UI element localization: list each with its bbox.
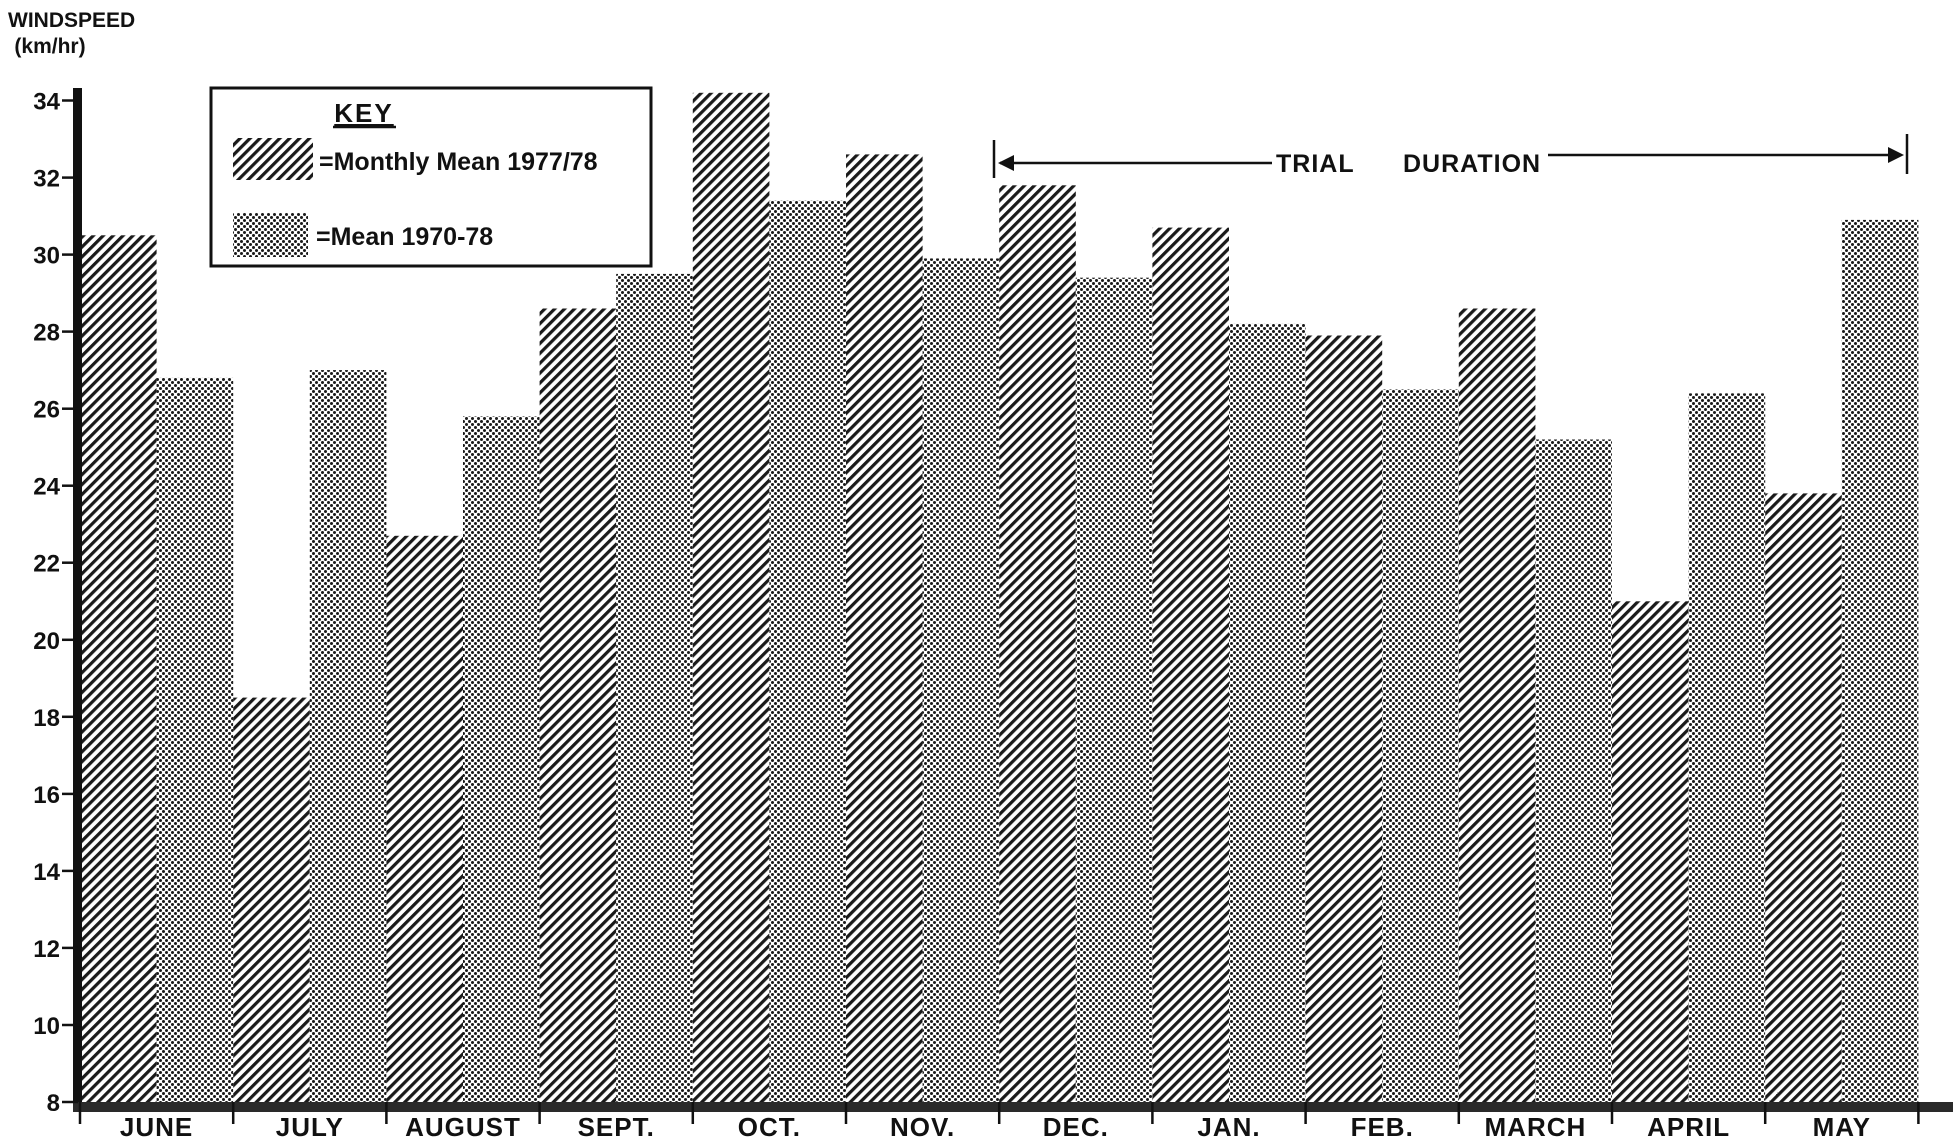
x-tick-label-3: SEPT. <box>578 1112 655 1142</box>
axes-group <box>73 88 1953 1124</box>
y-tick-label-12: 12 <box>33 936 60 963</box>
y-tick-label-26: 26 <box>33 397 60 424</box>
bar-mean-1970-78-7 <box>1229 323 1306 1102</box>
legend-title: KEY <box>334 98 393 128</box>
y-tick-label-18: 18 <box>33 705 60 732</box>
y-tick-label-22: 22 <box>33 551 60 578</box>
y-axis-line <box>73 88 82 1108</box>
bar-mean-1970-78-10 <box>1688 393 1766 1102</box>
x-tick-label-0: JUNE <box>120 1112 193 1142</box>
bar-monthly-mean-3 <box>539 308 617 1102</box>
bar-monthly-mean-7 <box>1152 227 1229 1103</box>
x-tick-label-2: AUGUST <box>405 1112 521 1142</box>
x-tick-label-4: OCT. <box>738 1112 801 1142</box>
bar-mean-1970-78-4 <box>769 200 846 1102</box>
bar-monthly-mean-9 <box>1458 308 1536 1102</box>
y-tick-label-28: 28 <box>33 320 60 347</box>
y-tick-label-30: 30 <box>33 243 60 270</box>
bar-mean-1970-78-6 <box>1075 277 1153 1102</box>
bar-mean-1970-78-11 <box>1841 219 1919 1102</box>
legend-swatch-monthly <box>233 138 313 180</box>
x-tick-label-10: APRIL <box>1647 1112 1730 1142</box>
trial-arrow-right-head <box>1888 147 1904 163</box>
bar-monthly-mean-5 <box>846 154 923 1102</box>
bar-mean-1970-78-3 <box>616 273 693 1102</box>
bar-monthly-mean-10 <box>1612 601 1689 1102</box>
y-tick-label-24: 24 <box>33 474 60 501</box>
y-tick-label-14: 14 <box>33 859 60 886</box>
legend-label-monthly: =Monthly Mean 1977/78 <box>319 148 598 176</box>
bar-monthly-mean-2 <box>386 535 463 1102</box>
y-axis-label-line2: (km/hr) <box>14 35 85 58</box>
x-tick-label-1: JULY <box>276 1112 344 1142</box>
y-ticks-group: 8 10 12 14 16 18 20 22 24 26 28 30 32 34 <box>33 89 78 1117</box>
y-tick-label-20: 20 <box>33 628 60 655</box>
y-tick-label-8: 8 <box>47 1090 60 1117</box>
bar-mean-1970-78-1 <box>309 370 387 1103</box>
bar-monthly-mean-8 <box>1305 335 1383 1102</box>
x-tick-label-7: JAN. <box>1197 1112 1260 1142</box>
x-axis-line <box>73 1102 1953 1112</box>
legend-swatch-mean <box>233 213 308 257</box>
y-axis-label-line1: WINDSPEED <box>8 9 135 32</box>
bar-monthly-mean-6 <box>999 185 1076 1103</box>
y-tick-label-16: 16 <box>33 782 60 809</box>
x-tick-label-8: FEB. <box>1351 1112 1414 1142</box>
bar-mean-1970-78-5 <box>922 258 1000 1102</box>
bar-monthly-mean-11 <box>1765 493 1842 1102</box>
bar-mean-1970-78-0 <box>156 377 234 1102</box>
trial-arrow-left-head <box>998 155 1014 171</box>
y-tick-label-10: 10 <box>33 1013 60 1040</box>
x-tick-label-11: MAY <box>1813 1112 1871 1142</box>
month-labels-group: JUNE JULY AUGUST SEPT. OCT. NOV. DEC. JAN. FEB. M… <box>120 1112 1871 1142</box>
legend-label-mean: =Mean 1970-78 <box>316 223 493 251</box>
bar-mean-1970-78-8 <box>1382 389 1459 1102</box>
trial-duration-annotation: TRIAL DURATION <box>992 134 1909 178</box>
bar-monthly-mean-4 <box>692 92 770 1103</box>
duration-label: DURATION <box>1403 150 1541 178</box>
y-tick-label-34: 34 <box>33 89 60 116</box>
legend: KEY =Monthly Mean 1977/78 =Mean 1970-78 <box>209 86 653 268</box>
x-tick-label-5: NOV. <box>890 1112 955 1142</box>
bar-monthly-mean-1 <box>233 697 310 1102</box>
bar-mean-1970-78-9 <box>1535 439 1612 1102</box>
y-tick-label-32: 32 <box>33 166 60 193</box>
x-tick-label-6: DEC. <box>1043 1112 1109 1142</box>
bars-group <box>80 92 1919 1103</box>
x-tick-label-9: MARCH <box>1485 1112 1587 1142</box>
bar-monthly-mean-0 <box>80 235 157 1103</box>
trial-label: TRIAL <box>1276 150 1355 178</box>
bar-mean-1970-78-2 <box>463 416 540 1102</box>
